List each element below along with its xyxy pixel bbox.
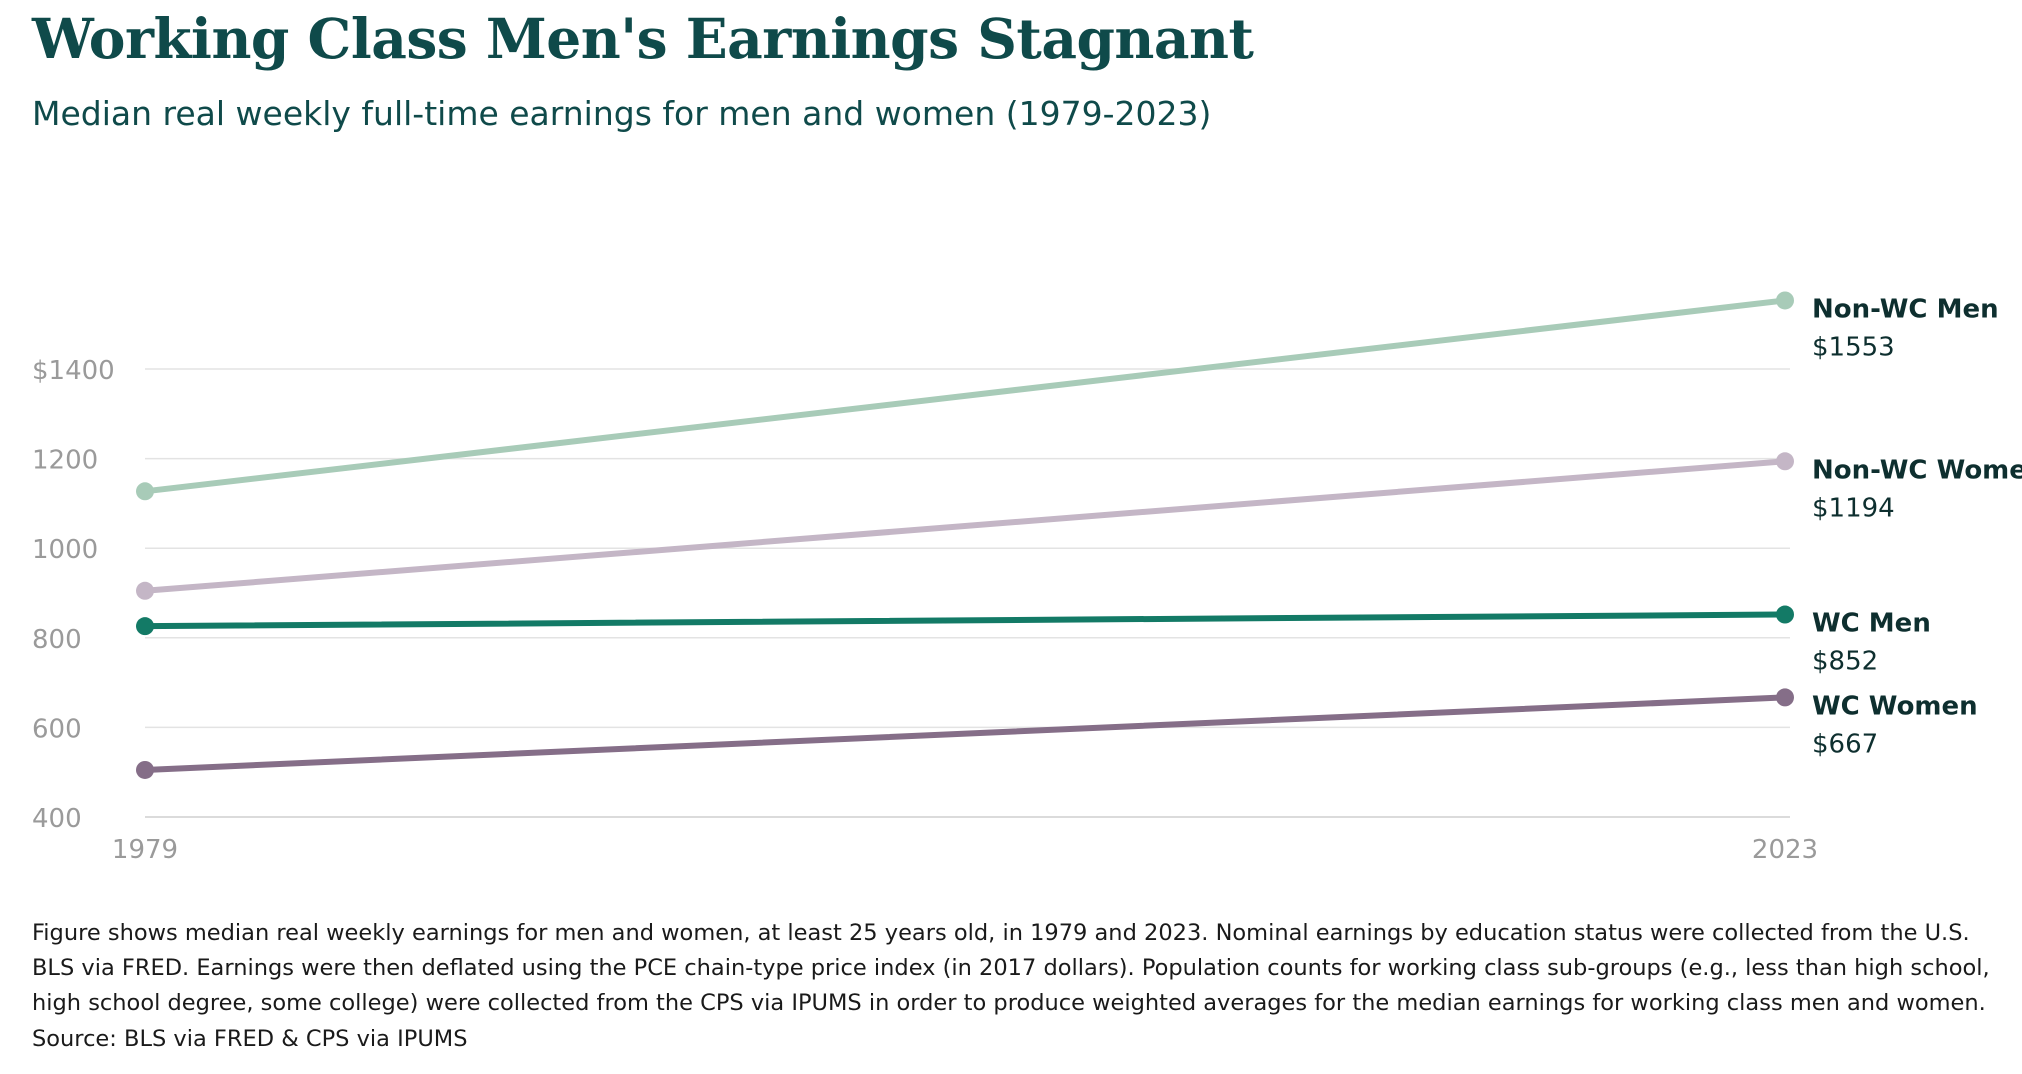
data-point — [136, 760, 154, 779]
x-tick-label: 2023 — [1752, 835, 1818, 865]
source-note: Source: BLS via FRED & CPS via IPUMS — [32, 1026, 468, 1052]
series-value-label: $667 — [1812, 729, 1878, 759]
series-label: Non-WC Women — [1812, 455, 2022, 485]
series-label: Non-WC Men — [1812, 294, 1999, 324]
gridlines — [145, 368, 1790, 818]
series-value-label: $852 — [1812, 647, 1878, 677]
series-label: WC Women — [1812, 691, 1978, 721]
y-tick-label: 400 — [32, 804, 82, 834]
chart-title: Working Class Men's Earnings Stagnant — [32, 6, 1254, 71]
y-tick-label: 1200 — [32, 446, 98, 476]
series-line — [142, 611, 1788, 630]
line-chart: 400 600 800 1000 1200 $1400 1979 2023 Non-WC M… — [32, 291, 2022, 865]
data-point — [136, 617, 154, 636]
y-tick-label: 800 — [32, 625, 82, 655]
series-value-label: $1194 — [1812, 493, 1895, 523]
chart-subtitle: Median real weekly full-time earnings fo… — [32, 94, 1212, 133]
x-tick-label: 1979 — [112, 835, 178, 865]
series-line — [142, 458, 1788, 594]
data-point — [1776, 605, 1794, 624]
y-axis-ticks: 400 600 800 1000 1200 $1400 — [32, 356, 115, 834]
data-point — [136, 581, 154, 600]
series-line — [142, 694, 1788, 773]
series-label: WC Men — [1812, 609, 1931, 639]
series-lines — [136, 291, 1794, 779]
data-point — [1776, 688, 1794, 707]
figure-note: Figure shows median real weekly earnings… — [32, 920, 1990, 1016]
series-value-label: $1553 — [1812, 332, 1895, 362]
y-tick-label: 1000 — [32, 535, 98, 565]
series-line — [142, 297, 1788, 495]
y-tick-label: $1400 — [32, 356, 115, 386]
data-point — [1776, 452, 1794, 471]
x-axis-ticks: 1979 2023 — [112, 835, 1818, 865]
data-point — [136, 482, 154, 501]
y-tick-label: 600 — [32, 714, 82, 744]
series-end-labels: Non-WC Men $1553 Non-WC Women $1194 WC Men $8… — [1812, 294, 2022, 759]
data-point — [1776, 291, 1794, 310]
